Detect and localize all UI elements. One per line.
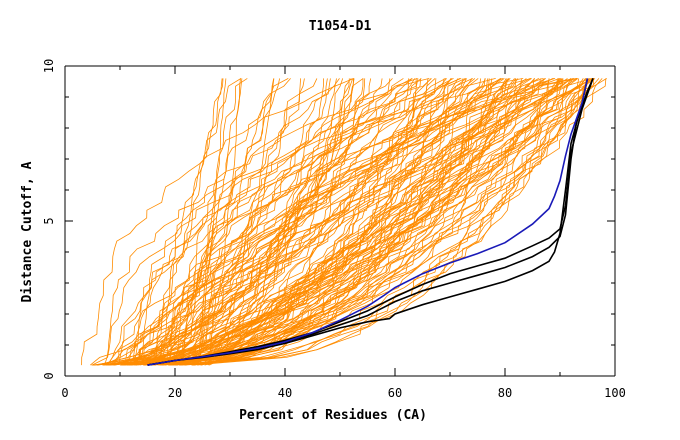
- model-line: [130, 78, 511, 366]
- model-line: [175, 78, 592, 366]
- model-line: [129, 78, 241, 366]
- model-line: [171, 78, 587, 366]
- x-axis-label: Percent of Residues (CA): [239, 408, 427, 423]
- model-line: [91, 78, 580, 366]
- model-line: [124, 78, 532, 366]
- model-line: [152, 78, 242, 366]
- model-line: [81, 78, 355, 366]
- model-line: [180, 78, 563, 366]
- model-line: [147, 78, 328, 366]
- model-line: [135, 78, 366, 366]
- model-line: [120, 78, 607, 366]
- model-line: [109, 78, 473, 366]
- model-line: [157, 78, 550, 366]
- model-line: [130, 78, 489, 366]
- model-line: [143, 78, 600, 366]
- model-line: [152, 78, 593, 366]
- model-line: [193, 78, 546, 366]
- model-line: [123, 78, 607, 366]
- model-line: [192, 78, 574, 366]
- model-line: [134, 78, 496, 366]
- model-line: [153, 78, 224, 366]
- model-line: [164, 78, 467, 366]
- chart-title: T1054-D1: [309, 19, 372, 34]
- x-tick-label: 80: [498, 386, 512, 400]
- model-line: [107, 78, 502, 366]
- y-tick-label: 0: [42, 372, 56, 379]
- model-line: [176, 78, 324, 366]
- model-line: [112, 78, 331, 366]
- tick-labels: 0 20 40 60 80 100 0 5 10: [42, 59, 626, 400]
- x-tick-label: 40: [278, 386, 292, 400]
- model-line: [185, 78, 486, 366]
- model-line: [179, 78, 522, 366]
- model-line: [151, 78, 413, 366]
- model-line: [197, 78, 519, 366]
- highlight-line: [147, 78, 589, 366]
- model-line: [178, 78, 350, 366]
- model-line: [113, 78, 595, 366]
- model-line: [193, 78, 575, 366]
- model-line: [184, 78, 594, 366]
- model-line: [136, 78, 301, 366]
- model-line: [90, 78, 560, 366]
- model-line: [175, 78, 517, 366]
- model-line: [149, 78, 554, 366]
- highlight-line: [147, 78, 589, 366]
- model-line: [200, 78, 364, 366]
- highlighted-model-lines: [147, 78, 594, 366]
- x-tick-label: 20: [168, 386, 182, 400]
- y-tick-label: 10: [42, 59, 56, 73]
- model-line: [182, 78, 291, 366]
- model-line: [127, 78, 541, 366]
- model-line: [102, 78, 590, 366]
- model-line: [161, 78, 556, 366]
- x-tick-label: 0: [61, 386, 68, 400]
- model-line: [121, 78, 509, 366]
- model-line: [152, 78, 510, 366]
- model-line: [104, 78, 524, 366]
- model-line: [128, 78, 418, 366]
- background-model-lines: [81, 78, 607, 366]
- model-line: [192, 78, 589, 366]
- model-line: [180, 78, 393, 366]
- model-line: [132, 78, 578, 366]
- model-line: [121, 78, 586, 366]
- model-line: [173, 78, 572, 366]
- model-line: [209, 78, 493, 366]
- axes: [64, 65, 616, 377]
- model-line: [133, 78, 596, 366]
- y-tick-label: 5: [42, 217, 56, 224]
- model-line: [103, 78, 603, 366]
- model-line: [136, 78, 445, 366]
- model-line: [201, 78, 531, 366]
- x-tick-label: 60: [388, 386, 402, 400]
- model-line: [176, 78, 564, 366]
- x-tick-label: 100: [604, 386, 626, 400]
- model-line: [191, 78, 305, 366]
- y-axis-label: Distance Cutoff, A: [20, 161, 35, 302]
- model-line: [107, 78, 446, 366]
